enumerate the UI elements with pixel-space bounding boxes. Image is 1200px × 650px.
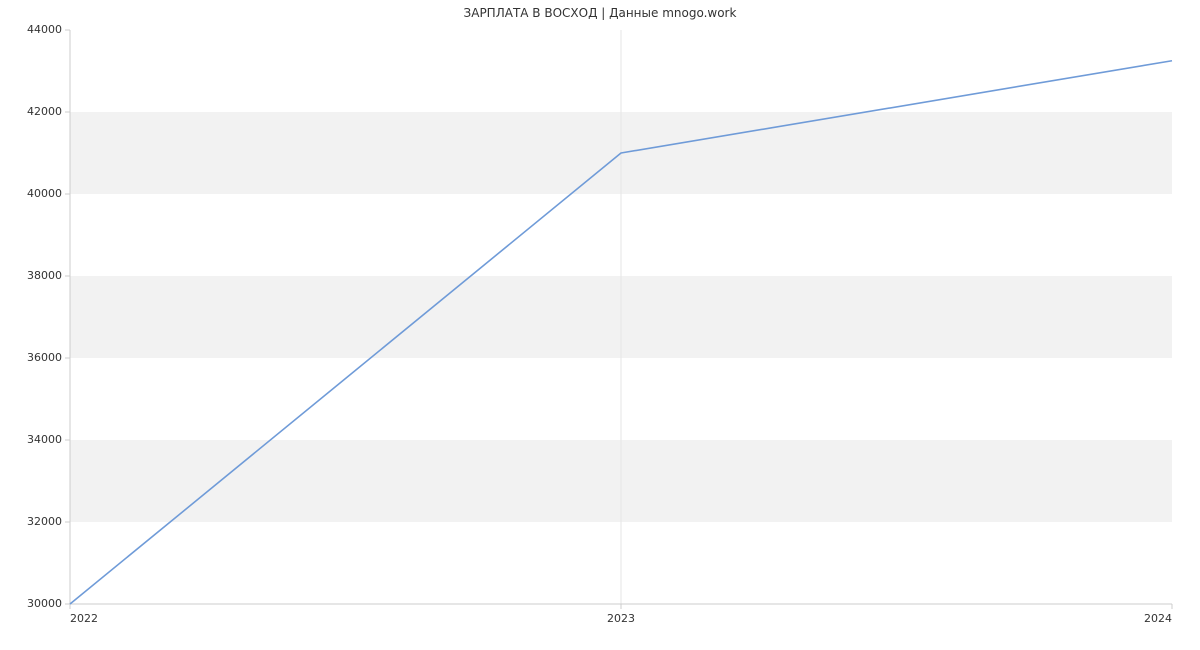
y-tick-label: 34000 [27, 433, 62, 446]
y-tick-label: 32000 [27, 515, 62, 528]
chart-svg: 30000 32000 34000 36000 38000 40000 42000 44000… [0, 0, 1200, 650]
chart-title: ЗАРПЛАТА В ВОСХОД | Данные mnogo.work [0, 6, 1200, 20]
y-tick-label: 44000 [27, 23, 62, 36]
x-tick-label: 2024 [1144, 612, 1172, 625]
y-tick-label: 42000 [27, 105, 62, 118]
y-tick-label: 36000 [27, 351, 62, 364]
y-tick-label: 38000 [27, 269, 62, 282]
x-tick-label: 2022 [70, 612, 98, 625]
y-tick-label: 40000 [27, 187, 62, 200]
salary-line-chart: ЗАРПЛАТА В ВОСХОД | Данные mnogo.work 30… [0, 0, 1200, 650]
y-tick-label: 30000 [27, 597, 62, 610]
x-tick-label: 2023 [607, 612, 635, 625]
